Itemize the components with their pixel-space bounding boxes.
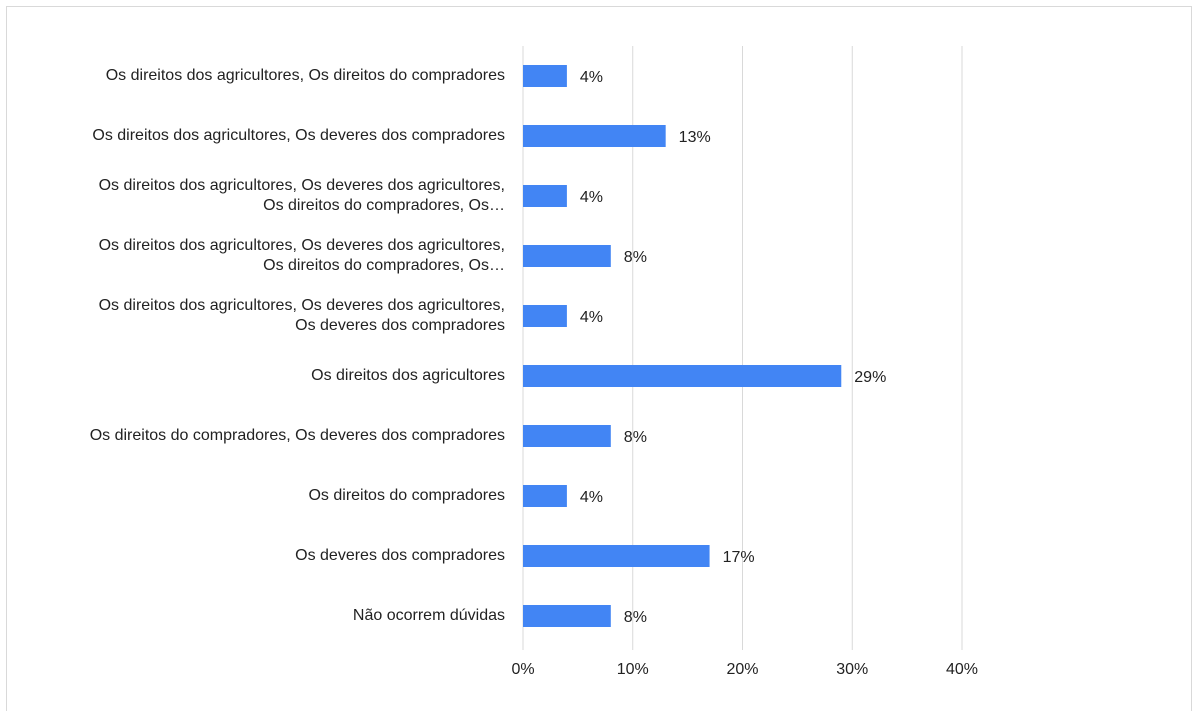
bar	[523, 185, 567, 207]
bar	[523, 65, 567, 87]
data-label: 8%	[624, 609, 647, 626]
bar	[523, 545, 710, 567]
x-tick-label: 40%	[946, 661, 978, 678]
y-tick-label: Os direitos dos agricultores, Os deveres…	[98, 297, 505, 334]
y-tick-label: Os direitos do compradores, Os deveres d…	[89, 427, 505, 444]
y-tick-label: Não ocorrem dúvidas	[352, 607, 505, 624]
data-label: 8%	[624, 429, 647, 446]
bar	[523, 245, 611, 267]
data-label: 29%	[854, 369, 886, 386]
x-tick-label: 20%	[726, 661, 758, 678]
x-tick-label: 30%	[836, 661, 868, 678]
y-tick-label: Os direitos dos agricultores	[311, 367, 505, 384]
data-label: 8%	[624, 249, 647, 266]
data-label: 4%	[580, 489, 603, 506]
data-label: 4%	[580, 309, 603, 326]
x-tick-label: 10%	[617, 661, 649, 678]
y-tick-label: Os direitos dos agricultores, Os deveres…	[92, 127, 505, 144]
y-tick-label: Os deveres dos compradores	[295, 547, 505, 564]
data-label: 4%	[580, 189, 603, 206]
data-label: 17%	[723, 549, 755, 566]
x-tick-label: 0%	[511, 661, 534, 678]
bar	[523, 125, 666, 147]
y-tick-label: Os direitos dos agricultores, Os deveres…	[98, 177, 505, 214]
chart-frame	[6, 6, 1192, 711]
bar	[523, 485, 567, 507]
y-tick-label: Os direitos do compradores	[308, 487, 505, 504]
bar	[523, 425, 611, 447]
data-label: 4%	[580, 69, 603, 86]
bar	[523, 305, 567, 327]
y-tick-label: Os direitos dos agricultores, Os deveres…	[98, 237, 505, 274]
y-tick-label: Os direitos dos agricultores, Os direito…	[105, 67, 505, 84]
data-label: 13%	[679, 129, 711, 146]
bar	[523, 605, 611, 627]
bar	[523, 365, 842, 387]
